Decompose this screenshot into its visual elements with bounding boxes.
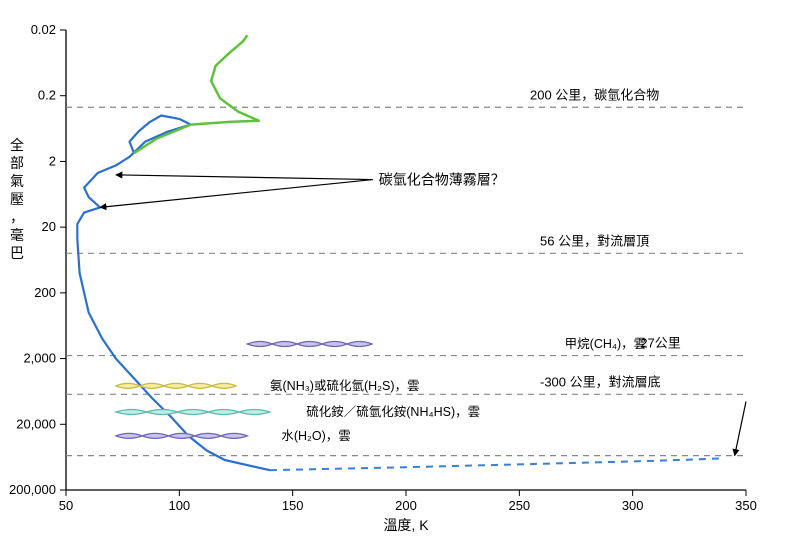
- boundary-label: 56 公里，對流層頂: [540, 233, 649, 248]
- cloud-label: 水(H₂O)，雲: [281, 429, 350, 443]
- x-tick-label: 50: [59, 498, 73, 513]
- cloud-label: 氨(NH₃)或硫化氫(H₂S)，雲: [270, 378, 420, 393]
- y-tick-label: 200,000: [9, 482, 56, 497]
- x-tick-label: 100: [168, 498, 190, 513]
- y-tick-label: 2: [49, 153, 56, 168]
- x-axis-label: 溫度, K: [383, 517, 429, 533]
- x-tick-label: 250: [508, 498, 530, 513]
- y-axis-label: 全: [10, 137, 24, 153]
- x-tick-label: 350: [735, 498, 757, 513]
- y-axis-label: 壓: [10, 191, 24, 207]
- haze-annotation: 碳氫化合物薄霧層？: [379, 172, 505, 188]
- y-axis-label: 巴: [10, 245, 24, 261]
- y-tick-label: 2,000: [23, 351, 56, 366]
- tropobase-arrow: [735, 401, 746, 455]
- y-tick-label: 0.02: [31, 22, 56, 37]
- cloud-layer: [116, 383, 236, 388]
- y-axis-label: 部: [10, 155, 24, 171]
- cloud-label: 甲烷(CH₄)，雲: [565, 337, 646, 351]
- y-tick-label: 0.2: [38, 88, 56, 103]
- x-tick-label: 150: [282, 498, 304, 513]
- temp-profile-dashed: [270, 458, 723, 470]
- haze-arrow: [100, 180, 373, 208]
- y-tick-label: 200: [34, 285, 56, 300]
- y-tick-label: 20,000: [16, 416, 56, 431]
- boundary-label: 200 公里，碳氫化合物: [530, 87, 659, 102]
- y-axis-label: 氣: [10, 173, 24, 189]
- x-tick-label: 200: [395, 498, 417, 513]
- y-axis-label: ，: [10, 209, 24, 225]
- y-tick-label: 20: [42, 219, 56, 234]
- haze-arrow: [116, 175, 373, 180]
- x-tick-label: 300: [622, 498, 644, 513]
- cloud-label: 硫化銨／硫氫化銨(NH₄HS)，雲: [306, 404, 480, 419]
- boundary-label: -300 公里，對流層底: [540, 374, 661, 389]
- cloud-layer: [116, 433, 247, 438]
- cloud-layer: [247, 341, 372, 346]
- y-axis-label: 毫: [10, 227, 24, 243]
- temp-profile-blue: [77, 116, 270, 471]
- cloud-layer: [116, 409, 270, 414]
- temp-profile-green: [134, 35, 259, 153]
